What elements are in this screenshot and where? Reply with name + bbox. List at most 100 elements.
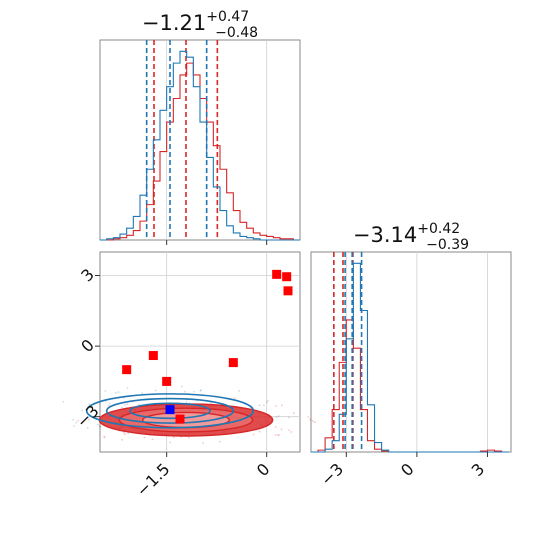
sample-point [199, 389, 202, 392]
sample-point [127, 432, 130, 435]
x-tick-label: 0 [397, 459, 418, 480]
sample-point [62, 400, 65, 403]
sample-point [278, 434, 280, 436]
sample-point [288, 429, 291, 432]
marker-square [175, 414, 185, 424]
sample-point [103, 436, 106, 439]
sample-point [288, 416, 290, 419]
sample-point [154, 389, 157, 392]
sample-point [141, 392, 144, 394]
sample-point [109, 402, 111, 405]
sample-point [238, 389, 241, 392]
sample-point [87, 416, 90, 418]
sample-point [88, 403, 91, 405]
title-lower: −0.39 [426, 237, 469, 253]
histogram-blue [311, 262, 509, 453]
sample-point [263, 404, 265, 407]
sample-point [77, 419, 80, 422]
sample-point [108, 404, 110, 407]
sample-point [96, 423, 99, 426]
sample-point [185, 401, 188, 404]
y-tick-label: −3 [73, 401, 103, 431]
histogram-blue [100, 50, 300, 241]
sample-point [188, 436, 190, 439]
sample-point [293, 412, 295, 415]
sample-point [99, 426, 102, 428]
axes-frame [99, 39, 301, 241]
marker-square [165, 405, 175, 415]
x-tick-label: −1.5 [133, 459, 174, 500]
sample-point [126, 403, 129, 405]
axes-frame [310, 251, 512, 453]
marker-square [162, 376, 172, 386]
sample-point [311, 420, 314, 422]
sample-point [103, 435, 106, 438]
sample-point [266, 399, 269, 402]
joint-panel: −1.5 0 −3 0 3 [62, 251, 316, 500]
title-lower: −0.48 [215, 25, 258, 41]
title-param-2: −3.14+0.42 −0.39 [353, 221, 469, 253]
sample-point [218, 440, 221, 443]
contour-line-blue [85, 393, 255, 429]
sample-point [180, 385, 183, 388]
sample-point [86, 416, 89, 419]
marginal-panel-param-1 [99, 39, 301, 245]
title-upper: +0.47 [206, 9, 249, 25]
sample-point [121, 438, 123, 441]
marker-square [122, 365, 132, 375]
sample-point [169, 441, 172, 444]
sample-point [275, 405, 278, 407]
y-tick-label: 3 [77, 265, 98, 286]
contour-line-blue [129, 402, 211, 420]
sample-point [202, 442, 204, 445]
sample-point [252, 433, 255, 436]
marker-square [282, 272, 292, 282]
title-median: −3.14 [353, 223, 417, 247]
sample-point [143, 436, 146, 439]
sample-point [233, 397, 236, 400]
sample-point [88, 418, 90, 421]
sample-point [99, 425, 101, 428]
x-tick-label: 0 [253, 459, 274, 480]
sample-point [124, 403, 126, 406]
sample-point [274, 425, 277, 428]
sample-point [126, 387, 129, 389]
sample-point [200, 389, 202, 392]
contour-line-blue [105, 397, 235, 424]
x-tick-label: 3 [468, 459, 489, 480]
sample-point [73, 425, 75, 427]
sample-point [184, 390, 186, 393]
sample-point [307, 416, 310, 418]
sample-point [290, 431, 293, 433]
marginal-panel-param-2: −3 0 3 [310, 251, 512, 490]
y-tick-label: 0 [77, 335, 98, 356]
sample-point [277, 415, 280, 418]
sample-point [98, 402, 101, 405]
sample-point [275, 416, 278, 418]
sample-point [314, 421, 316, 424]
sample-point [75, 421, 78, 424]
title-param-1: −1.21+0.47 −0.48 [142, 9, 258, 41]
sample-point [258, 430, 261, 433]
marker-square [228, 358, 238, 368]
x-tick-label: −3 [317, 459, 347, 489]
sample-point [123, 433, 126, 436]
histogram-red [311, 319, 509, 453]
sample-point [104, 389, 107, 392]
sample-point [274, 434, 277, 436]
marker-square [272, 269, 282, 279]
axes-frame [99, 251, 301, 453]
title-median: −1.21 [142, 11, 206, 35]
sample-point [114, 392, 117, 394]
sample-point [276, 434, 279, 436]
sample-point [280, 404, 283, 407]
sample-point [72, 418, 75, 421]
marker-square [283, 286, 293, 296]
sample-point [117, 391, 120, 393]
sample-point [151, 438, 154, 441]
sample-point [258, 404, 261, 407]
sample-point [265, 401, 268, 404]
sample-point [120, 406, 123, 409]
sample-point [172, 436, 175, 439]
